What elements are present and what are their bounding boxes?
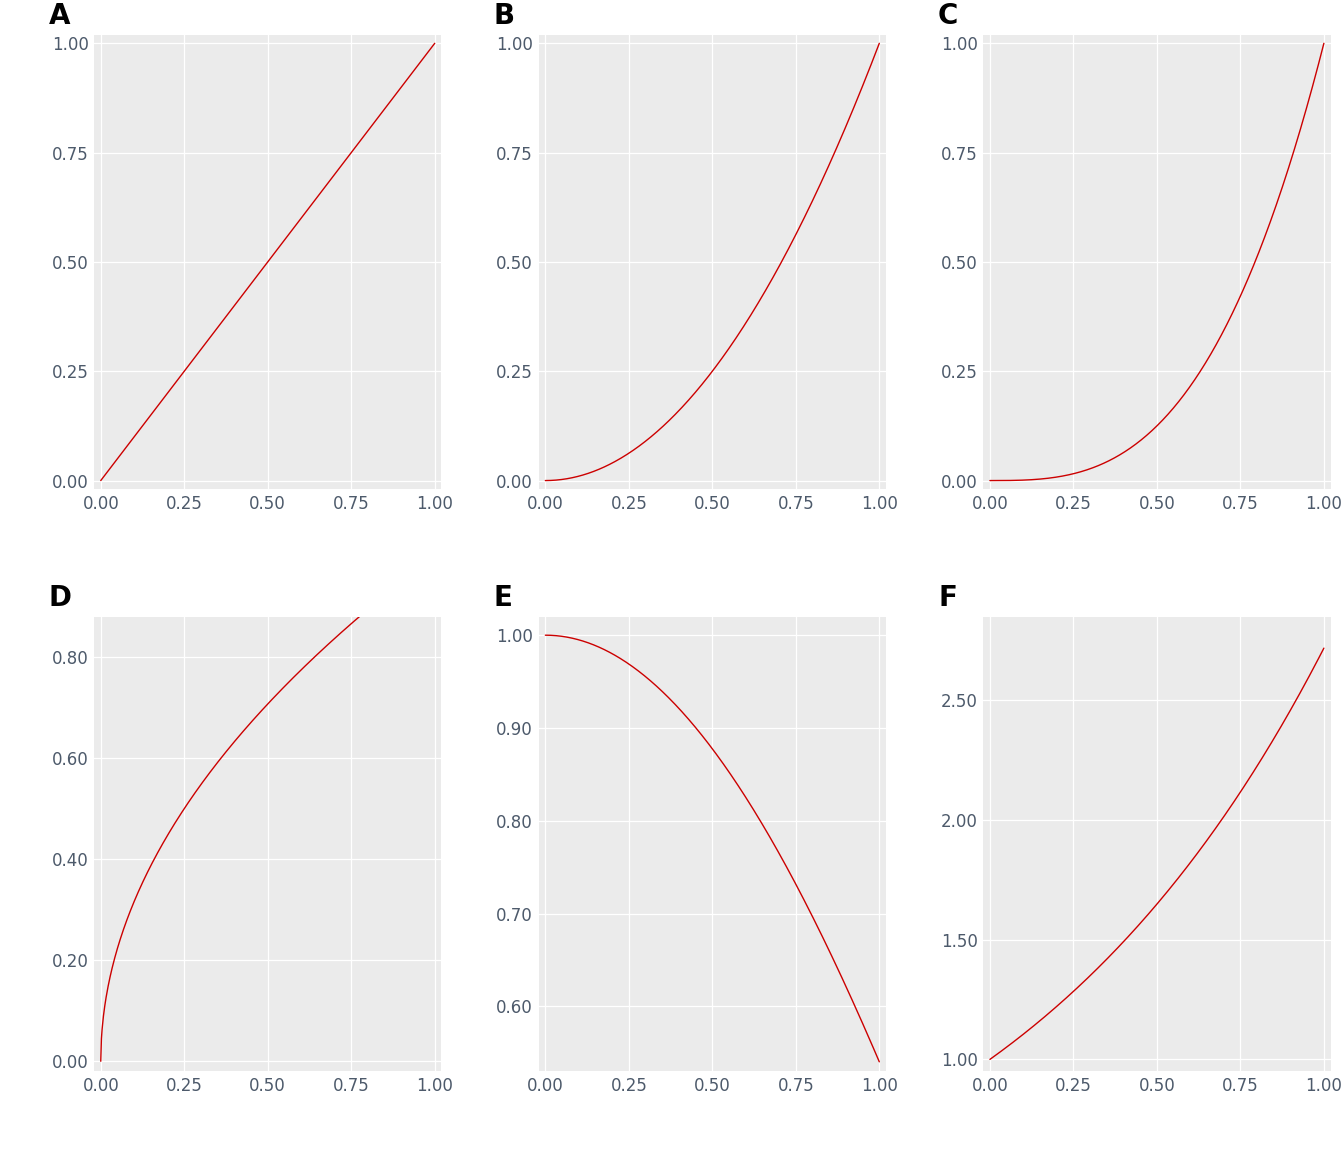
Text: F: F	[938, 584, 957, 612]
Text: C: C	[938, 2, 958, 30]
Text: A: A	[48, 2, 70, 30]
Text: E: E	[493, 584, 512, 612]
Text: D: D	[48, 584, 73, 612]
Text: B: B	[493, 2, 515, 30]
